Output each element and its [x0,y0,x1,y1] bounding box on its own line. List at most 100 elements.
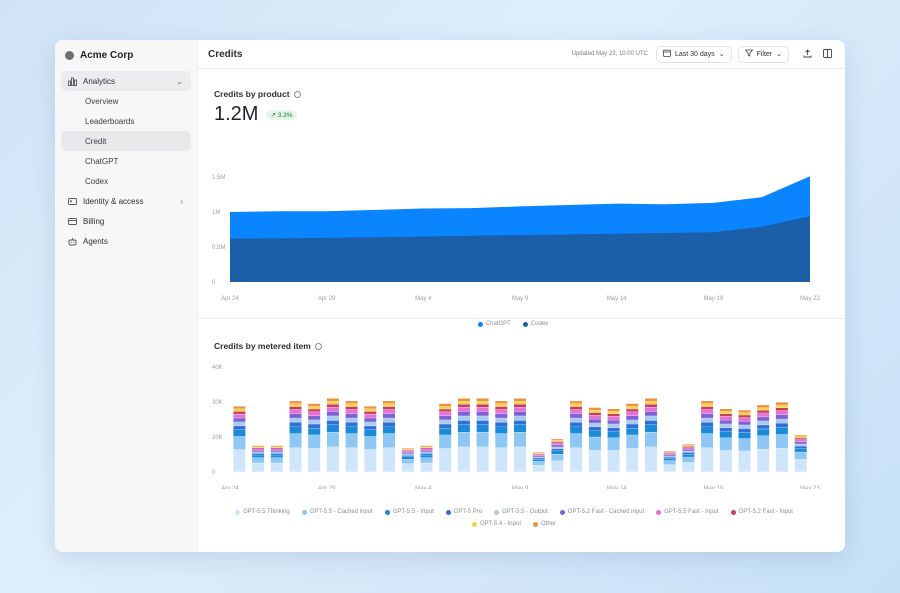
bar-segment [308,406,321,409]
x-tick-label: Apr 29 [318,296,336,302]
bar-segment [401,452,414,454]
sidebar-subitem-label: Leaderboards [85,116,135,126]
bar-segment [457,398,470,402]
bar-segment [457,447,470,472]
y-tick-label: 0.5M [212,245,225,251]
bar-segment [738,451,751,472]
bar-segment [532,458,545,460]
bar-segment [289,447,302,472]
sidebar-subitem-chatgpt[interactable]: ChatGPT [61,151,191,171]
bar-segment [289,422,302,427]
bar-segment [663,454,676,456]
legend-item[interactable]: GPT-5.5 - Output [494,509,548,515]
sidebar-item-analytics[interactable]: Analytics ⌄ [61,71,191,91]
bar-segment [701,406,714,410]
bar-segment [570,433,583,448]
sidebar-subitem-leaderboards[interactable]: Leaderboards [61,111,191,131]
bar-segment [588,407,601,410]
legend-item[interactable]: GPT-5.4 - Input [471,521,521,527]
export-button[interactable] [799,46,815,62]
legend-item[interactable]: GPT-5 Pro [445,509,483,515]
legend-label: GPT-5.2 Fast - Input [738,509,793,515]
sidebar-item-agents[interactable]: Agents [61,231,191,251]
legend-label: GPT-5 Pro [453,509,483,515]
legend-item[interactable]: Codex [522,321,549,327]
x-tick-label: May 4 [415,486,432,489]
x-tick-label: May 14 [607,486,627,489]
legend-item[interactable]: GPT-5.5 - Cached input [301,509,373,515]
bar-segment [701,401,714,404]
sidebar-subitem-codex[interactable]: Codex [61,171,191,191]
bar-segment [701,422,714,427]
bar-segment [682,451,695,453]
total-value: 1.2M [214,103,259,125]
sidebar-subitem-credit[interactable]: Credit [61,131,191,151]
bar-segment [476,425,489,432]
sidebar-subitem-overview[interactable]: Overview [61,91,191,111]
legend-item[interactable]: ChatGPT [477,321,511,327]
bar-segment [588,419,601,423]
org-name: Acme Corp [80,50,134,61]
legend-label: GPT-5.5 Fast - Input [664,509,719,515]
bar-segment [532,455,545,457]
bar-segment [588,427,601,431]
legend-item[interactable]: Other [533,521,556,527]
bar-segment [701,433,714,448]
bar-segment [401,459,414,464]
bar-segment [401,464,414,472]
bar-segment [757,417,770,421]
bar-segment [401,448,414,449]
bar-segment [383,413,395,418]
bar-segment [588,423,601,427]
bar-segment [607,414,620,417]
legend-item[interactable]: GPT-5.5 Thinking [235,509,290,515]
chevron-down-icon: ⌄ [176,76,183,86]
bar-segment [570,401,583,404]
bar-segment [420,452,433,454]
bar-segment [719,409,732,412]
bar-segment [457,420,470,425]
bar-segment [682,462,695,472]
bar-segment [719,416,732,421]
legend-item[interactable]: GPT-5.5 - Input [384,509,434,515]
sidebar-item-billing[interactable]: Billing [61,211,191,231]
info-icon[interactable] [314,342,322,350]
sidebar-item-identity-access[interactable]: Identity & access › [61,191,191,211]
date-range-button[interactable]: Last 30 days ⌄ [655,45,732,63]
bar-segment [476,432,489,447]
legend-item[interactable]: GPT-5.2 Fast - Input [730,509,793,515]
x-tick-label: May 23 [800,296,820,302]
bar-segment [645,425,657,432]
bar-segment [757,429,770,436]
legend-label: Codex [530,321,549,327]
bar-segment [682,452,695,455]
bar-segment [645,447,657,472]
bar-segment [326,401,339,404]
bar-segment [757,413,770,417]
bar-segment [738,412,751,415]
bar-segment [645,416,657,421]
bar-segment [495,413,508,418]
bar-segment [775,415,788,419]
sidebar-subitem-label: Codex [85,176,109,186]
chevron-right-icon: › [180,196,183,206]
legend-item[interactable]: GPT-5.5 Fast - Input [656,509,719,515]
org-switcher[interactable]: Acme Corp [61,48,191,71]
id-card-icon [67,196,77,206]
legend-item[interactable]: GPT-5.2 Fast - Cached input [559,509,644,515]
bar-segment [383,426,395,434]
filter-button[interactable]: Filter ⌄ [737,45,789,63]
bar-segment [663,456,676,457]
legend-label: GPT-5.5 - Input [392,509,434,515]
bar-segment [383,409,395,414]
bar-segment [532,453,545,454]
bar-segment [775,402,788,405]
info-icon[interactable] [293,90,301,98]
bar-segment [701,418,714,423]
bar-segment [270,463,283,472]
bar-segment [364,426,377,430]
x-tick-label: May 4 [415,296,432,302]
bar-segment [551,454,564,461]
bar-segment [607,416,620,421]
layout-button[interactable] [819,46,835,62]
